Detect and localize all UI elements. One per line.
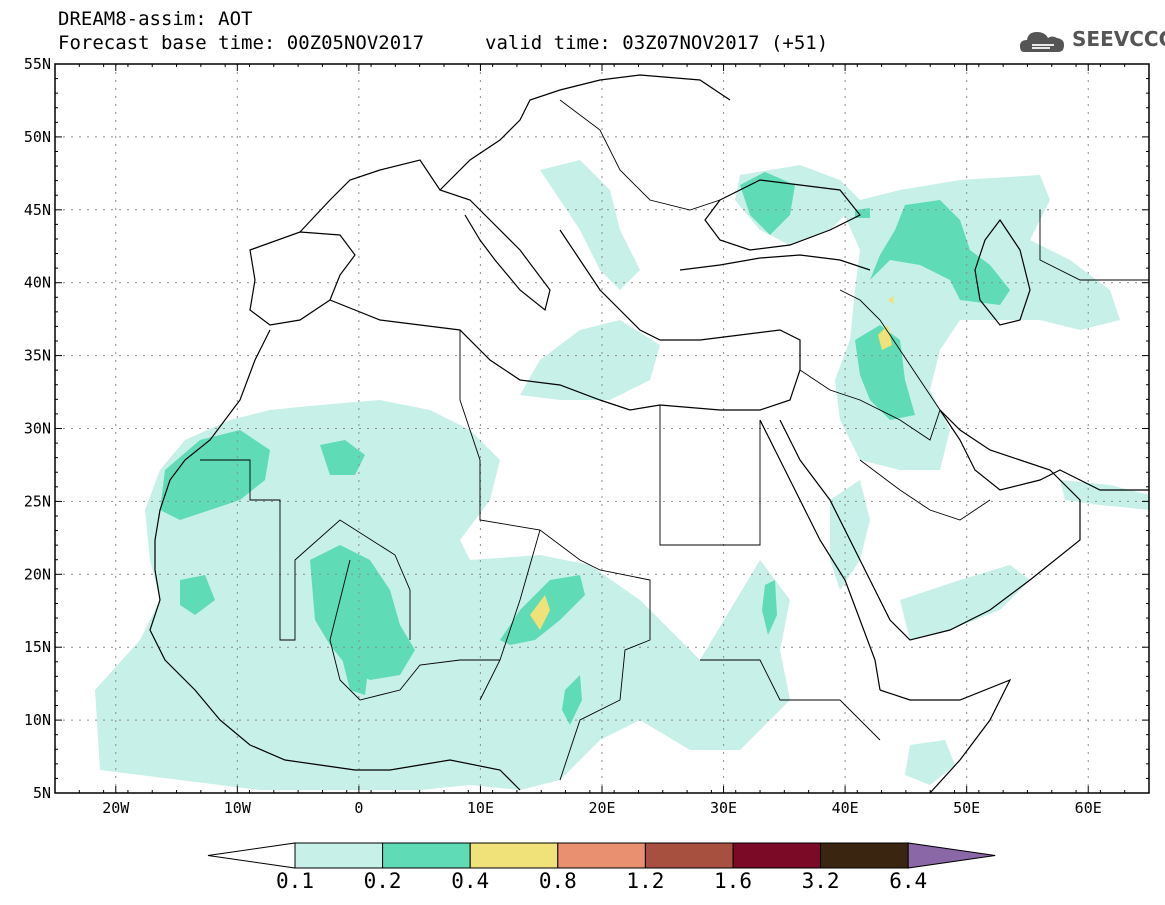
coastlines bbox=[149, 74, 1149, 793]
lat-label: 10N bbox=[24, 711, 51, 729]
lat-label: 35N bbox=[24, 347, 51, 365]
latitude-labels: 55N 50N 45N 40N 35N 30N 25N 20N 15N 10N 5N bbox=[24, 55, 51, 802]
aot-layer-0.2 bbox=[160, 172, 1010, 725]
lat-label: 20N bbox=[24, 565, 51, 583]
colorbar-swatch bbox=[644, 842, 734, 869]
lat-label: 55N bbox=[24, 55, 51, 73]
colorbar-label: 1.6 bbox=[714, 869, 752, 893]
lon-label: 60E bbox=[1075, 799, 1102, 817]
logo-text: SEEVCCC bbox=[1072, 27, 1165, 51]
colorbar-swatch bbox=[294, 842, 384, 869]
colorbar-label: 0.1 bbox=[276, 869, 314, 893]
lat-label: 45N bbox=[24, 201, 51, 219]
lon-label: 30E bbox=[710, 799, 737, 817]
lat-label: 5N bbox=[33, 784, 51, 802]
colorbar-label: 6.4 bbox=[889, 869, 927, 893]
axis-ticks bbox=[54, 63, 1150, 794]
colorbar-swatch bbox=[557, 842, 646, 869]
colorbar-swatch bbox=[382, 842, 471, 869]
colorbar-label: 3.2 bbox=[802, 869, 840, 893]
lon-label: 20E bbox=[588, 799, 615, 817]
colorbar-low-arrow bbox=[207, 842, 296, 869]
map-title: DREAM8-assim: AOT bbox=[58, 8, 253, 30]
lon-label: 10E bbox=[467, 799, 494, 817]
colorbar-label: 1.2 bbox=[626, 869, 664, 893]
colorbar-swatch bbox=[732, 842, 822, 869]
cloud-icon bbox=[1020, 32, 1064, 52]
colorbar-label: 0.8 bbox=[539, 869, 577, 893]
lat-label: 25N bbox=[24, 492, 51, 510]
lat-label: 50N bbox=[24, 128, 51, 146]
colorbar-label: 0.2 bbox=[364, 869, 402, 893]
colorbar-label: 0.4 bbox=[451, 869, 489, 893]
lon-label: 10W bbox=[224, 799, 252, 817]
lat-label: 40N bbox=[24, 274, 51, 292]
longitude-labels: 20W 10W 0 10E 20E 30E 40E 50E 60E bbox=[102, 799, 1102, 817]
valid-time: valid time: 03Z07NOV2017 (+51) bbox=[485, 32, 829, 54]
lon-label: 40E bbox=[832, 799, 859, 817]
aot-layer-0.4 bbox=[530, 296, 894, 630]
lon-label: 20W bbox=[102, 799, 130, 817]
lat-label: 15N bbox=[24, 638, 51, 656]
colorbar-swatch bbox=[820, 842, 909, 869]
lat-label: 30N bbox=[24, 420, 51, 438]
lon-label: 50E bbox=[953, 799, 980, 817]
colorbar-high-arrow bbox=[907, 842, 996, 869]
lon-label: 0 bbox=[354, 799, 363, 817]
forecast-base-time: Forecast base time: 00Z05NOV2017 bbox=[58, 32, 425, 54]
colorbar: 0.1 0.2 0.4 0.8 1.2 1.6 3.2 6.4 bbox=[207, 842, 996, 893]
borders bbox=[200, 99, 1149, 781]
colorbar-swatch bbox=[469, 842, 559, 869]
